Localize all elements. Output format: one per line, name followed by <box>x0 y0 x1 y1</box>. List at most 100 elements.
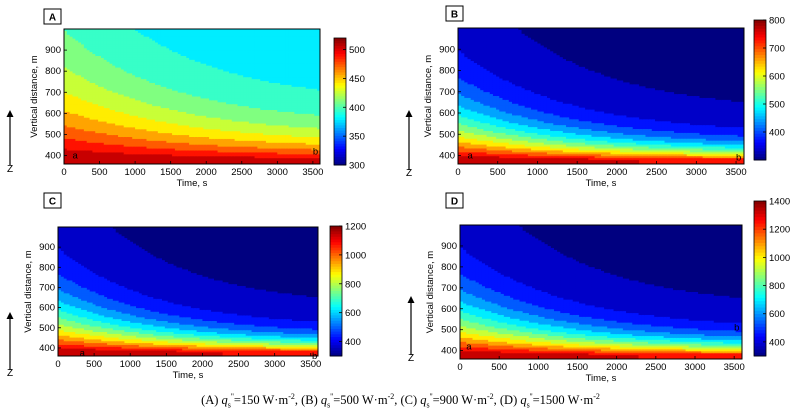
contour-cell <box>180 127 185 130</box>
contour-cell <box>115 158 119 161</box>
contour-cell <box>95 142 99 146</box>
contour-cell <box>112 32 116 36</box>
contour-cell <box>231 98 236 101</box>
contour-cell <box>89 73 94 76</box>
contour-cell <box>95 30 99 34</box>
contour-cell <box>192 73 196 76</box>
contour-cell <box>95 61 99 65</box>
contour-cell <box>186 150 190 154</box>
contour-cell <box>203 106 207 109</box>
contour-cell <box>118 148 122 152</box>
contour-cell <box>217 156 222 159</box>
contour-cell <box>183 50 187 53</box>
contour-cell <box>220 79 224 82</box>
contour-cell <box>120 162 125 164</box>
contour-cell <box>95 110 99 113</box>
contour-cell <box>81 135 85 138</box>
contour-cell <box>209 92 213 96</box>
contour-cell <box>177 90 182 94</box>
contour-cell <box>248 81 253 84</box>
contour-cell <box>149 142 153 146</box>
contour-cell <box>95 121 99 125</box>
contour-cell <box>166 133 170 136</box>
contour-cell <box>100 84 105 88</box>
contour-cell <box>223 65 227 69</box>
contour-cell <box>163 158 167 161</box>
contour-cell <box>237 102 241 105</box>
contour-cell <box>89 106 94 109</box>
contour-cell <box>120 150 125 154</box>
contour-cell <box>254 115 259 119</box>
contour-cell <box>169 44 173 47</box>
contour-cell <box>257 129 261 132</box>
contour-cell <box>197 140 202 144</box>
contour-cell <box>192 56 196 59</box>
contour-cell <box>155 42 159 46</box>
contour-cell <box>211 88 216 92</box>
contour-cell <box>69 148 74 152</box>
contour-cell <box>78 73 82 76</box>
contour-cell <box>69 131 74 134</box>
contour-cell <box>246 38 250 42</box>
contour-cell <box>254 29 259 32</box>
contour-cell <box>100 32 105 36</box>
contour-cell <box>217 40 222 44</box>
contour-cell <box>209 106 213 109</box>
contour-cell <box>100 57 105 61</box>
contour-cell <box>214 69 219 73</box>
contour-cell <box>72 42 76 46</box>
contour-cell <box>100 30 105 34</box>
contour-cell <box>92 52 96 55</box>
contour-cell <box>180 46 185 49</box>
contour-cell <box>237 140 241 144</box>
contour-cell <box>214 150 219 154</box>
contour-cell <box>72 127 76 130</box>
contour-cell <box>126 140 131 144</box>
contour-cell <box>69 104 74 107</box>
contour-cell <box>166 77 170 80</box>
contour-cell <box>197 34 202 38</box>
contour-cell <box>143 32 148 36</box>
contour-cell <box>228 79 233 82</box>
contour-cell <box>214 48 219 51</box>
contour-cell <box>155 46 159 49</box>
contour-cell <box>189 29 193 32</box>
contour-cell <box>223 83 227 86</box>
contour-cell <box>140 111 145 115</box>
contour-cell <box>228 142 233 146</box>
contour-cell <box>109 67 113 71</box>
contour-cell <box>217 79 222 82</box>
contour-cell <box>72 86 76 90</box>
contour-cell <box>240 146 244 150</box>
contour-cell <box>120 84 125 88</box>
contour-cell <box>149 92 153 96</box>
contour-cell <box>89 92 94 96</box>
contour-cell <box>83 110 88 113</box>
contour-cell <box>115 137 119 140</box>
contour-cell <box>155 131 159 134</box>
contour-cell <box>152 104 156 107</box>
contour-cell <box>194 61 199 65</box>
contour-cell <box>228 119 233 123</box>
contour-cell <box>243 94 247 98</box>
contour-cell <box>72 113 76 117</box>
contour-cell <box>118 123 122 127</box>
contour-cell <box>174 46 179 49</box>
contour-cell <box>206 29 210 32</box>
contour-cell <box>257 73 261 76</box>
contour-cell <box>237 100 241 103</box>
contour-cell <box>223 30 227 34</box>
contour-cell <box>223 156 227 159</box>
contour-cell <box>83 158 88 161</box>
contour-cell <box>86 61 91 65</box>
contour-cell <box>86 111 91 115</box>
contour-cell <box>112 137 116 140</box>
contour-cell <box>186 152 190 155</box>
contour-cell <box>115 127 119 130</box>
contour-cell <box>172 54 176 57</box>
contour-cell <box>120 94 125 98</box>
contour-cell <box>137 52 142 55</box>
contour-cell <box>146 63 150 67</box>
contour-cell <box>112 73 116 76</box>
contour-cell <box>211 50 216 53</box>
